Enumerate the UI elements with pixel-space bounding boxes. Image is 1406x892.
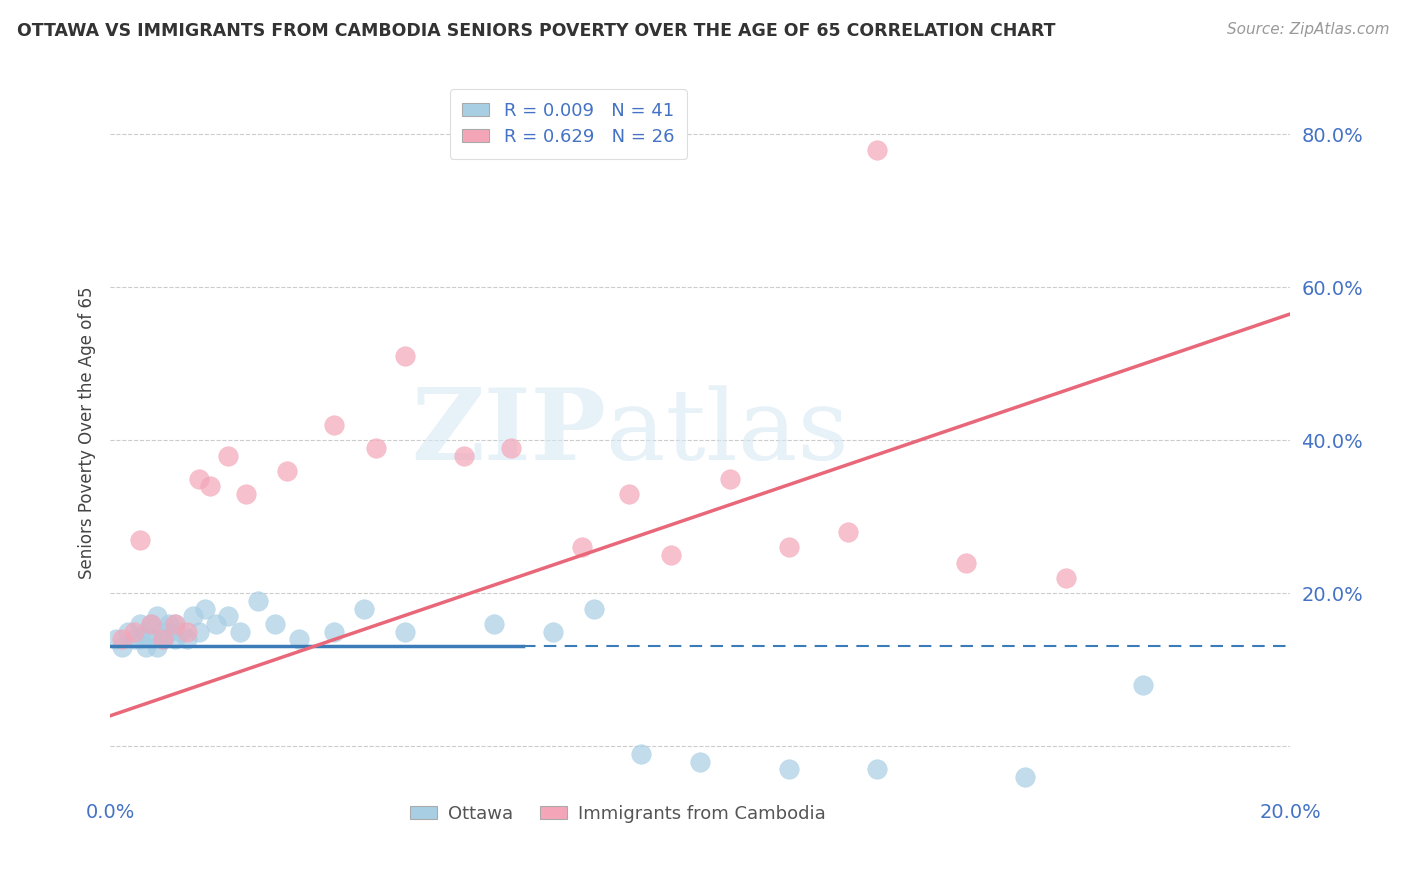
Point (246, 594, 269, 608)
Point (659, 548, 682, 562)
Point (1054, 571, 1077, 585)
Point (288, 632, 311, 647)
Point (353, 601, 375, 615)
Point (778, 541, 800, 555)
Point (541, 624, 564, 639)
Point (105, 632, 128, 647)
Point (176, 624, 198, 639)
Point (571, 541, 593, 555)
Point (217, 609, 239, 624)
Point (157, 617, 180, 632)
Text: Source: ZipAtlas.com: Source: ZipAtlas.com (1226, 22, 1389, 37)
Point (141, 617, 163, 632)
Point (165, 617, 187, 632)
Point (135, 624, 157, 639)
Point (394, 624, 416, 639)
Point (122, 624, 145, 639)
Legend: Ottawa, Immigrants from Cambodia: Ottawa, Immigrants from Cambodia (402, 797, 832, 830)
Point (187, 472, 209, 486)
Point (1014, 770, 1036, 784)
Point (264, 617, 287, 632)
Point (128, 632, 150, 647)
Point (165, 617, 187, 632)
Point (482, 617, 505, 632)
Point (205, 617, 228, 632)
Point (778, 763, 800, 777)
Point (181, 609, 204, 624)
Point (582, 601, 605, 615)
Point (955, 556, 977, 570)
Text: ZIP: ZIP (411, 384, 606, 481)
Point (135, 640, 157, 654)
Point (152, 632, 174, 647)
Point (619, 487, 641, 501)
Y-axis label: Seniors Poverty Over the Age of 65: Seniors Poverty Over the Age of 65 (79, 286, 96, 579)
Point (718, 472, 741, 486)
Point (128, 617, 150, 632)
Point (394, 349, 416, 363)
Point (276, 464, 298, 478)
Point (128, 533, 150, 547)
Point (200, 479, 222, 493)
Point (111, 640, 134, 654)
Point (146, 609, 169, 624)
Point (323, 417, 346, 432)
Point (152, 624, 174, 639)
Point (157, 624, 180, 639)
Point (193, 601, 215, 615)
Point (837, 525, 859, 540)
Point (630, 747, 652, 761)
Point (141, 632, 163, 647)
Point (217, 449, 239, 463)
Text: atlas: atlas (606, 384, 848, 481)
Point (453, 449, 475, 463)
Point (323, 624, 346, 639)
Point (176, 632, 198, 647)
Point (141, 617, 163, 632)
Point (229, 624, 252, 639)
Point (117, 624, 139, 639)
Text: OTTAWA VS IMMIGRANTS FROM CAMBODIA SENIORS POVERTY OVER THE AGE OF 65 CORRELATIO: OTTAWA VS IMMIGRANTS FROM CAMBODIA SENIO… (17, 22, 1056, 40)
Point (165, 632, 187, 647)
Point (111, 632, 134, 647)
Point (689, 755, 711, 769)
Point (146, 640, 169, 654)
Point (152, 632, 174, 647)
Point (364, 441, 387, 455)
Point (501, 441, 523, 455)
Point (187, 624, 209, 639)
Point (170, 624, 193, 639)
Point (1132, 678, 1154, 692)
Point (866, 143, 889, 157)
Point (866, 763, 889, 777)
Point (235, 487, 257, 501)
Point (122, 632, 145, 647)
